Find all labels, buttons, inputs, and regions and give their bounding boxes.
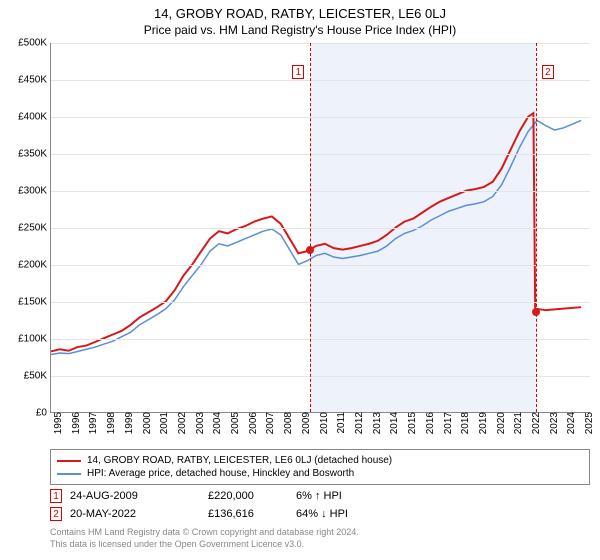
footer-line-1: Contains HM Land Registry data © Crown c… (50, 527, 590, 539)
y-gridline (51, 154, 590, 155)
y-tick-label: £350K (18, 149, 51, 160)
x-tick-label: 2009 (299, 412, 312, 434)
series-line (51, 113, 581, 351)
chart-footer: Contains HM Land Registry data © Crown c… (50, 527, 590, 550)
legend-swatch (57, 460, 81, 462)
sale-dot (306, 246, 314, 254)
sale-row-marker: 1 (50, 489, 62, 503)
sale-row: 1 24-AUG-2009 £220,000 6% ↑ HPI (50, 489, 590, 503)
legend-label: 14, GROBY ROAD, RATBY, LEICESTER, LE6 0L… (87, 455, 392, 466)
x-tick-label: 2005 (228, 412, 241, 434)
y-tick-label: £100K (18, 334, 51, 345)
sale-marker-box: 2 (542, 65, 554, 79)
x-tick-label: 2002 (175, 412, 188, 434)
x-tick-label: 1999 (122, 412, 135, 434)
y-gridline (51, 43, 590, 44)
x-tick-label: 2019 (476, 412, 489, 434)
chart-container: 14, GROBY ROAD, RATBY, LEICESTER, LE6 0L… (0, 0, 600, 560)
y-tick-label: £200K (18, 260, 51, 271)
y-tick-label: £50K (24, 371, 51, 382)
x-tick-label: 2003 (193, 412, 206, 434)
y-gridline (51, 117, 590, 118)
y-gridline (51, 265, 590, 266)
x-tick-label: 1996 (69, 412, 82, 434)
x-tick-label: 2022 (529, 412, 542, 434)
legend-row: 14, GROBY ROAD, RATBY, LEICESTER, LE6 0L… (57, 454, 583, 467)
y-tick-label: £300K (18, 186, 51, 197)
x-tick-label: 2006 (246, 412, 259, 434)
x-tick-label: 2014 (387, 412, 400, 434)
sale-marker-box: 1 (292, 65, 304, 79)
sale-price: £220,000 (208, 490, 288, 502)
y-gridline (51, 376, 590, 377)
chart-subtitle: Price paid vs. HM Land Registry's House … (0, 21, 600, 43)
x-tick-label: 2004 (210, 412, 223, 434)
x-tick-label: 2017 (441, 412, 454, 434)
x-tick-label: 2015 (405, 412, 418, 434)
y-tick-label: £0 (36, 408, 51, 419)
x-tick-label: 1997 (86, 412, 99, 434)
x-tick-label: 1995 (51, 412, 64, 434)
legend-swatch (57, 473, 81, 475)
x-tick-label: 2012 (352, 412, 365, 434)
x-tick-label: 2013 (370, 412, 383, 434)
y-tick-label: £500K (18, 38, 51, 49)
y-gridline (51, 228, 590, 229)
chart-legend: 14, GROBY ROAD, RATBY, LEICESTER, LE6 0L… (50, 449, 590, 485)
x-tick-label: 2007 (263, 412, 276, 434)
sale-date: 20-MAY-2022 (70, 508, 200, 520)
x-tick-label: 2016 (423, 412, 436, 434)
y-gridline (51, 80, 590, 81)
legend-row: HPI: Average price, detached house, Hinc… (57, 467, 583, 480)
x-tick-label: 2024 (564, 412, 577, 434)
sale-date: 24-AUG-2009 (70, 490, 200, 502)
x-tick-label: 2018 (458, 412, 471, 434)
x-tick-label: 2023 (547, 412, 560, 434)
chart-title: 14, GROBY ROAD, RATBY, LEICESTER, LE6 0L… (0, 0, 600, 21)
y-tick-label: £450K (18, 75, 51, 86)
y-gridline (51, 191, 590, 192)
sales-table: 1 24-AUG-2009 £220,000 6% ↑ HPI 2 20-MAY-2022… (0, 489, 600, 521)
x-tick-label: 2001 (157, 412, 170, 434)
sale-vline (536, 43, 537, 412)
x-tick-label: 2010 (317, 412, 330, 434)
x-tick-label: 2021 (511, 412, 524, 434)
x-tick-label: 2025 (582, 412, 595, 434)
sale-row-marker: 2 (50, 507, 62, 521)
chart-plot-area: £0£50K£100K£150K£200K£250K£300K£350K£400… (50, 43, 590, 413)
sale-row: 2 20-MAY-2022 £136,616 64% ↓ HPI (50, 507, 590, 521)
y-tick-label: £400K (18, 112, 51, 123)
y-tick-label: £250K (18, 223, 51, 234)
series-line (51, 120, 581, 354)
y-gridline (51, 302, 590, 303)
sale-diff: 6% ↑ HPI (296, 490, 416, 502)
x-tick-label: 2011 (334, 412, 347, 434)
sale-vline (310, 43, 311, 412)
legend-label: HPI: Average price, detached house, Hinc… (87, 468, 354, 479)
footer-line-2: This data is licensed under the Open Gov… (50, 539, 590, 551)
x-tick-label: 2020 (494, 412, 507, 434)
sale-price: £136,616 (208, 508, 288, 520)
x-tick-label: 2008 (281, 412, 294, 434)
y-tick-label: £150K (18, 297, 51, 308)
sale-dot (532, 308, 540, 316)
sale-diff: 64% ↓ HPI (296, 508, 416, 520)
x-tick-label: 1998 (104, 412, 117, 434)
x-tick-label: 2000 (140, 412, 153, 434)
y-gridline (51, 339, 590, 340)
